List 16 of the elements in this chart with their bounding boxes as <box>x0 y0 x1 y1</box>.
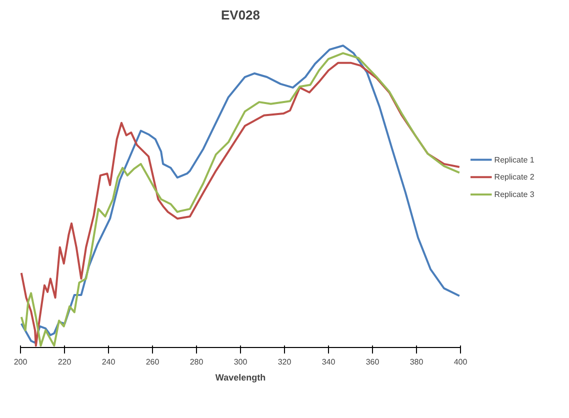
x-tick-label: 260 <box>146 358 160 366</box>
x-tick-label: 200 <box>14 358 28 366</box>
x-tick-label: 360 <box>366 358 380 366</box>
x-tick-label: 380 <box>410 358 424 366</box>
x-tick-label: 400 <box>454 358 468 366</box>
x-tick-label: 300 <box>234 358 248 366</box>
x-tick-label: 280 <box>190 358 204 366</box>
x-tick-label: 320 <box>278 358 292 366</box>
legend-label: Replicate 1 <box>494 155 535 164</box>
legend-label: Replicate 3 <box>494 190 535 199</box>
chart-title: EV028 <box>220 8 260 22</box>
x-tick-label: 220 <box>58 358 72 366</box>
x-tick-label: 340 <box>322 358 336 366</box>
x-tick-label: 240 <box>102 358 116 366</box>
x-axis-title: Wavelength <box>215 372 266 382</box>
legend-label: Replicate 2 <box>494 172 535 182</box>
